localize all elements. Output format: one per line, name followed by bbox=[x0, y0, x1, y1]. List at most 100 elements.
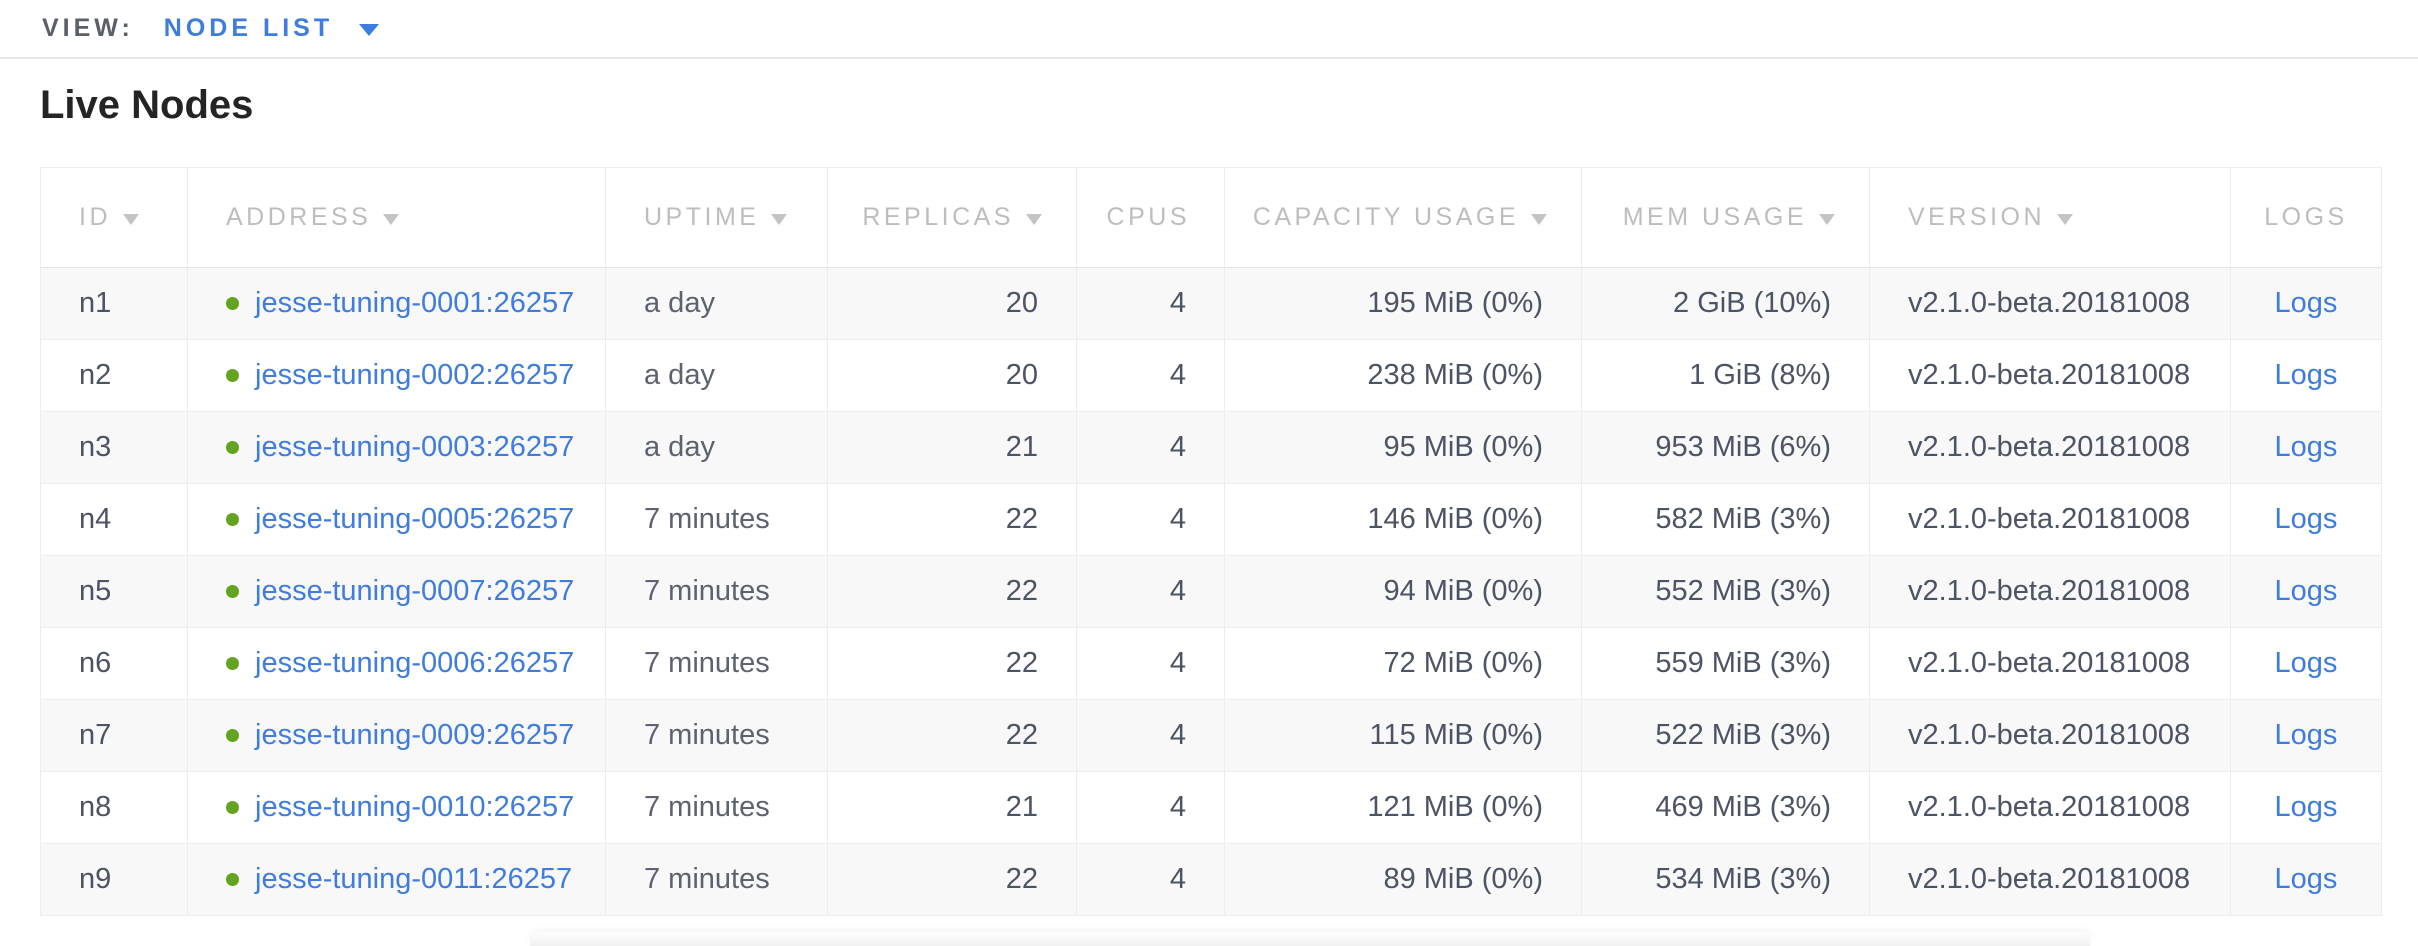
column-header-cpus: CPUS bbox=[1076, 167, 1225, 268]
node-logs-link[interactable]: Logs bbox=[2274, 503, 2338, 535]
node-uptime-cell: 7 minutes bbox=[605, 699, 828, 772]
below-fold-card-shadow bbox=[530, 932, 2090, 946]
node-capacity-usage-cell: 94 MiB (0%) bbox=[1224, 555, 1582, 628]
node-version-cell: v2.1.0-beta.20181008 bbox=[1869, 843, 2231, 916]
node-capacity-usage-cell: 238 MiB (0%) bbox=[1224, 339, 1582, 412]
node-logs-link[interactable]: Logs bbox=[2274, 863, 2338, 895]
node-replicas-cell: 22 bbox=[827, 699, 1077, 772]
node-healthy-status-icon bbox=[226, 657, 239, 670]
node-cpus-cell: 4 bbox=[1076, 411, 1225, 484]
node-mem-usage-cell: 522 MiB (3%) bbox=[1581, 699, 1870, 772]
node-address-link[interactable]: jesse-tuning-0003:26257 bbox=[255, 431, 575, 463]
node-address-link[interactable]: jesse-tuning-0010:26257 bbox=[255, 791, 575, 823]
node-logs-link[interactable]: Logs bbox=[2274, 431, 2338, 463]
view-selected-value: NODE LIST bbox=[163, 14, 334, 42]
node-uptime-cell: 7 minutes bbox=[605, 555, 828, 628]
column-header-mem-usage[interactable]: MEM USAGE bbox=[1581, 167, 1870, 268]
node-replicas-cell: 21 bbox=[827, 411, 1077, 484]
node-logs-link[interactable]: Logs bbox=[2274, 359, 2338, 391]
node-version-cell: v2.1.0-beta.20181008 bbox=[1869, 411, 2231, 484]
node-cpus-cell: 4 bbox=[1076, 483, 1225, 556]
node-logs-link[interactable]: Logs bbox=[2274, 719, 2338, 751]
node-cpus-cell: 4 bbox=[1076, 627, 1225, 700]
node-uptime-cell: 7 minutes bbox=[605, 627, 828, 700]
node-mem-usage-cell: 469 MiB (3%) bbox=[1581, 771, 1870, 844]
node-table-row: n3 jesse-tuning-0003:26257 a day 21 4 95… bbox=[40, 411, 2382, 484]
node-address-cell: jesse-tuning-0011:26257 bbox=[187, 843, 606, 916]
node-logs-link[interactable]: Logs bbox=[2274, 647, 2338, 679]
node-cpus-cell: 4 bbox=[1076, 555, 1225, 628]
node-mem-usage-cell: 534 MiB (3%) bbox=[1581, 843, 1870, 916]
node-healthy-status-icon bbox=[226, 801, 239, 814]
node-capacity-usage-cell: 115 MiB (0%) bbox=[1224, 699, 1582, 772]
node-logs-cell: Logs bbox=[2230, 411, 2382, 484]
node-mem-usage-cell: 552 MiB (3%) bbox=[1581, 555, 1870, 628]
node-id-cell: n2 bbox=[40, 339, 188, 412]
node-healthy-status-icon bbox=[226, 441, 239, 454]
node-table-row: n4 jesse-tuning-0005:26257 7 minutes 22 … bbox=[40, 483, 2382, 556]
node-version-cell: v2.1.0-beta.20181008 bbox=[1869, 627, 2231, 700]
page-title: Live Nodes bbox=[40, 83, 254, 127]
node-address-link[interactable]: jesse-tuning-0005:26257 bbox=[255, 503, 575, 535]
node-mem-usage-cell: 953 MiB (6%) bbox=[1581, 411, 1870, 484]
node-mem-usage-cell: 559 MiB (3%) bbox=[1581, 627, 1870, 700]
column-header-replicas[interactable]: REPLICAS bbox=[827, 167, 1077, 268]
node-healthy-status-icon bbox=[226, 297, 239, 310]
node-replicas-cell: 22 bbox=[827, 555, 1077, 628]
sort-descending-icon bbox=[123, 214, 139, 225]
node-id-cell: n9 bbox=[40, 843, 188, 916]
node-logs-link[interactable]: Logs bbox=[2274, 791, 2338, 823]
sort-descending-icon bbox=[1531, 214, 1547, 225]
node-uptime-cell: a day bbox=[605, 267, 828, 340]
node-logs-link[interactable]: Logs bbox=[2274, 287, 2338, 319]
node-address-link[interactable]: jesse-tuning-0001:26257 bbox=[255, 287, 575, 319]
node-address-link[interactable]: jesse-tuning-0006:26257 bbox=[255, 647, 575, 679]
node-capacity-usage-cell: 89 MiB (0%) bbox=[1224, 843, 1582, 916]
node-id-cell: n1 bbox=[40, 267, 188, 340]
node-uptime-cell: a day bbox=[605, 411, 828, 484]
node-address-link[interactable]: jesse-tuning-0002:26257 bbox=[255, 359, 575, 391]
node-address-link[interactable]: jesse-tuning-0007:26257 bbox=[255, 575, 575, 607]
node-healthy-status-icon bbox=[226, 873, 239, 886]
node-table-row: n9 jesse-tuning-0011:26257 7 minutes 22 … bbox=[40, 843, 2382, 916]
node-version-cell: v2.1.0-beta.20181008 bbox=[1869, 771, 2231, 844]
node-id-cell: n4 bbox=[40, 483, 188, 556]
node-healthy-status-icon bbox=[226, 513, 239, 526]
node-address-cell: jesse-tuning-0010:26257 bbox=[187, 771, 606, 844]
node-uptime-cell: 7 minutes bbox=[605, 843, 828, 916]
node-mem-usage-cell: 1 GiB (8%) bbox=[1581, 339, 1870, 412]
node-mem-usage-cell: 2 GiB (10%) bbox=[1581, 267, 1870, 340]
node-replicas-cell: 21 bbox=[827, 771, 1077, 844]
node-capacity-usage-cell: 195 MiB (0%) bbox=[1224, 267, 1582, 340]
node-table-row: n6 jesse-tuning-0006:26257 7 minutes 22 … bbox=[40, 627, 2382, 700]
sort-descending-icon bbox=[383, 214, 400, 225]
node-healthy-status-icon bbox=[226, 729, 239, 742]
column-header-version[interactable]: VERSION bbox=[1869, 167, 2231, 268]
node-replicas-cell: 22 bbox=[827, 627, 1077, 700]
node-logs-link[interactable]: Logs bbox=[2274, 575, 2338, 607]
sort-descending-icon bbox=[2057, 214, 2074, 225]
node-address-link[interactable]: jesse-tuning-0009:26257 bbox=[255, 719, 575, 751]
column-header-id[interactable]: ID bbox=[40, 167, 188, 268]
node-healthy-status-icon bbox=[226, 585, 239, 598]
sort-descending-icon bbox=[1819, 214, 1835, 225]
node-uptime-cell: 7 minutes bbox=[605, 771, 828, 844]
node-replicas-cell: 20 bbox=[827, 267, 1077, 340]
node-address-cell: jesse-tuning-0007:26257 bbox=[187, 555, 606, 628]
column-header-uptime[interactable]: UPTIME bbox=[605, 167, 828, 268]
node-capacity-usage-cell: 72 MiB (0%) bbox=[1224, 627, 1582, 700]
node-logs-cell: Logs bbox=[2230, 771, 2382, 844]
node-version-cell: v2.1.0-beta.20181008 bbox=[1869, 267, 2231, 340]
sort-descending-icon bbox=[1026, 214, 1042, 225]
node-cpus-cell: 4 bbox=[1076, 339, 1225, 412]
node-address-cell: jesse-tuning-0003:26257 bbox=[187, 411, 606, 484]
node-replicas-cell: 22 bbox=[827, 483, 1077, 556]
view-selector-dropdown[interactable]: NODE LIST bbox=[163, 14, 380, 43]
column-header-address[interactable]: ADDRESS bbox=[187, 167, 606, 268]
node-replicas-cell: 22 bbox=[827, 843, 1077, 916]
node-capacity-usage-cell: 121 MiB (0%) bbox=[1224, 771, 1582, 844]
node-address-link[interactable]: jesse-tuning-0011:26257 bbox=[255, 863, 573, 895]
column-header-capacity-usage[interactable]: CAPACITY USAGE bbox=[1224, 167, 1582, 268]
live-nodes-table: ID ADDRESS UPTIME REPLICAS CPUS CAPACITY… bbox=[40, 167, 2382, 916]
node-address-cell: jesse-tuning-0006:26257 bbox=[187, 627, 606, 700]
